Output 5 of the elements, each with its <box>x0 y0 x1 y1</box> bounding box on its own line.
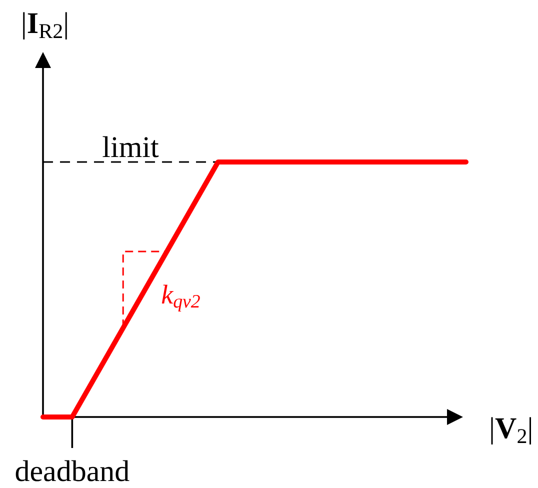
text: deadband <box>14 455 130 488</box>
y-axis-title: |I$_{R2}$| <box>20 7 70 43</box>
x-axis-title: |V$_{2}$| <box>489 412 534 448</box>
annotation: k$_{qv2}$ <box>161 280 201 313</box>
ref-line-label: limit <box>102 131 160 164</box>
